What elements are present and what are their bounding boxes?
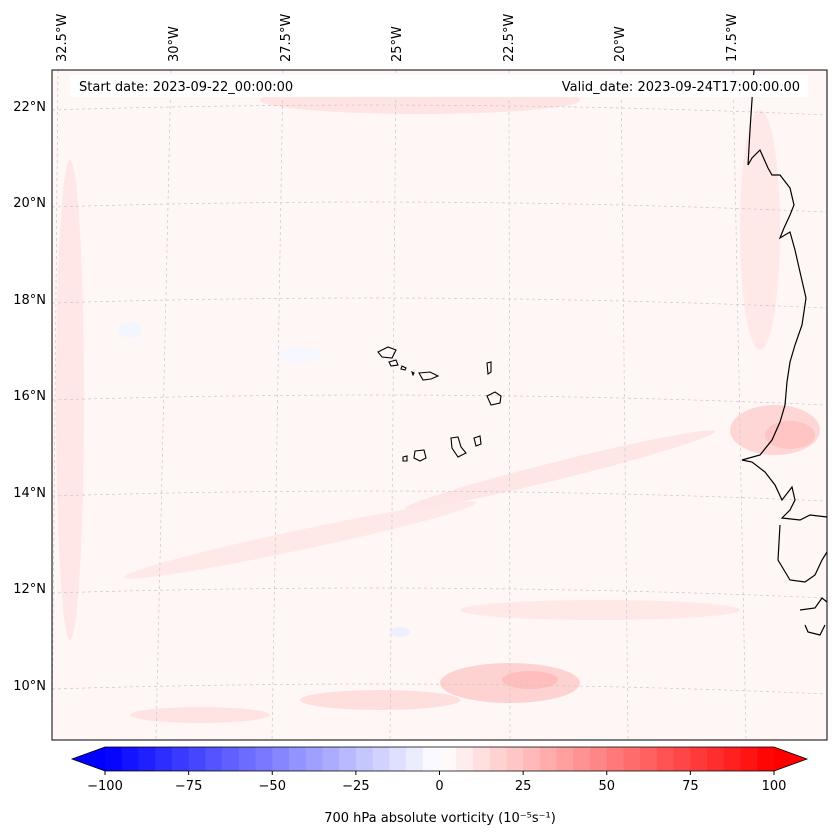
colorbar-cell: [472, 747, 491, 771]
colorbar-cell: [539, 747, 558, 771]
colorbar-cell: [138, 747, 156, 771]
colorbar-cell: [757, 747, 775, 771]
colorbar-cell: [355, 747, 374, 771]
lon-label: 25°W: [390, 26, 405, 62]
colorbar-tick-label: −25: [342, 779, 369, 794]
colorbar-cell: [422, 747, 440, 771]
colorbar-label: 700 hPa absolute vorticity (10⁻⁵s⁻¹): [324, 811, 556, 826]
colorbar-cell: [656, 747, 675, 771]
lat-label: 12°N: [13, 582, 46, 597]
lat-label: 16°N: [13, 389, 46, 404]
colorbar-cell: [121, 747, 139, 771]
colorbar-cell: [171, 747, 190, 771]
colorbar-extend-min: [72, 747, 105, 771]
colorbar: −100 −75 −50 −25 0 25 50 75 100 700 hPa absolute…: [70, 746, 809, 826]
colorbar-cell: [673, 747, 691, 771]
colorbar-cell: [489, 747, 507, 771]
map-frame: [51, 69, 828, 741]
start-date-label: Start date: 2023-09-22_00:00:00: [79, 80, 293, 95]
lon-label: 20°W: [613, 26, 628, 62]
colorbar-cell: [740, 747, 758, 771]
colorbar-cell: [255, 747, 273, 771]
colorbar-cell: [606, 747, 624, 771]
map-panel: Start date: 2023-09-22_00:00:00 Valid_da…: [51, 69, 828, 741]
colorbar-tick-label: 50: [598, 779, 615, 794]
colorbar-cell: [339, 747, 357, 771]
colorbar-cell: [439, 747, 457, 771]
lon-label: 17.5°W: [725, 14, 740, 62]
colorbar-cell: [707, 747, 725, 771]
colorbar-cell: [523, 747, 541, 771]
colorbar-cell: [590, 747, 608, 771]
colorbar-cell: [155, 747, 173, 771]
colorbar-tick-label: −100: [87, 779, 123, 794]
colorbar-ticks: −100 −75 −50 −25 0 25 50 75 100: [87, 771, 786, 794]
colorbar-cell: [456, 747, 474, 771]
colorbar-tick-label: 25: [515, 779, 532, 794]
colorbar-tick-label: 100: [762, 779, 787, 794]
cape-verde-islands: [377, 346, 502, 462]
colorbar-cell: [556, 747, 574, 771]
lon-label: 22.5°W: [502, 14, 517, 62]
colorbar-cells: [72, 747, 807, 771]
colorbar-tick-label: −50: [259, 779, 286, 794]
gridlines: [51, 69, 828, 741]
colorbar-cell: [105, 747, 123, 771]
lat-label: 22°N: [13, 100, 46, 115]
colorbar-cell: [690, 747, 708, 771]
colorbar-cell: [272, 747, 290, 771]
colorbar-cell: [640, 747, 658, 771]
vorticity-field: [56, 86, 820, 723]
colorbar-cell: [372, 747, 390, 771]
colorbar-tick-label: 75: [682, 779, 699, 794]
colorbar-cell: [238, 747, 257, 771]
colorbar-cell: [305, 747, 323, 771]
lat-label: 10°N: [13, 679, 46, 694]
colorbar-cell: [288, 747, 307, 771]
valid-date-label: Valid_date: 2023-09-24T17:00:00.00: [562, 80, 800, 95]
longitude-labels: 32.5°W 30°W 27.5°W 25°W 22.5°W 20°W 17.5…: [55, 14, 740, 62]
colorbar-tick-label: 0: [435, 779, 443, 794]
colorbar-cell: [723, 747, 742, 771]
lat-label: 18°N: [13, 293, 46, 308]
lat-label: 20°N: [13, 196, 46, 211]
lon-label: 30°W: [167, 26, 182, 62]
coastline: [741, 69, 828, 636]
header-box: [70, 75, 808, 97]
colorbar-cell: [623, 747, 641, 771]
lon-label: 32.5°W: [55, 14, 70, 62]
colorbar-cell: [506, 747, 524, 771]
colorbar-cell: [322, 747, 340, 771]
colorbar-cell: [406, 747, 424, 771]
colorbar-tick-label: −75: [175, 779, 202, 794]
colorbar-cell: [205, 747, 223, 771]
colorbar-cell: [573, 747, 591, 771]
colorbar-cell: [188, 747, 206, 771]
colorbar-extend-max: [774, 747, 807, 771]
latitude-labels: 22°N 20°N 18°N 16°N 14°N 12°N 10°N: [13, 100, 46, 694]
colorbar-cell: [222, 747, 240, 771]
lon-label: 27.5°W: [279, 14, 294, 62]
map-background: [52, 70, 827, 740]
lat-label: 14°N: [13, 486, 46, 501]
colorbar-cell: [389, 747, 407, 771]
